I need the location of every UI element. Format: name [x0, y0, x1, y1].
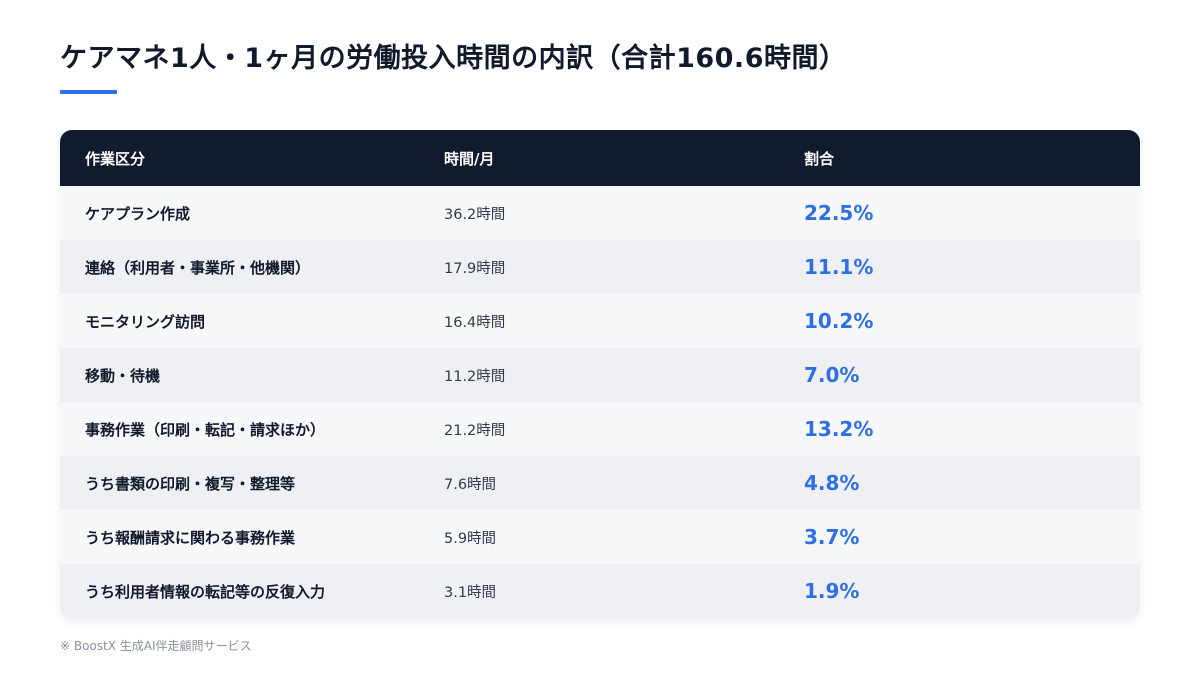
row-hours: 16.4時間	[444, 314, 506, 331]
table-row: 事務作業（印刷・転記・請求ほか） 21.2時間 13.2%	[60, 402, 1140, 456]
row-share: 22.5%	[804, 201, 874, 225]
row-hours: 17.9時間	[444, 260, 506, 277]
row-category: 事務作業（印刷・転記・請求ほか）	[85, 420, 326, 439]
row-share: 13.2%	[804, 417, 874, 441]
row-share: 3.7%	[804, 525, 860, 549]
table-row: うち報酬請求に関わる事務作業 5.9時間 3.7%	[60, 510, 1140, 564]
row-share: 10.2%	[804, 309, 874, 333]
table-row: モニタリング訪問 16.4時間 10.2%	[60, 294, 1140, 348]
row-category: うち利用者情報の転記等の反復入力	[85, 582, 326, 601]
header-share: 割合	[804, 149, 835, 168]
table-row: ケアプラン作成 36.2時間 22.5%	[60, 186, 1140, 240]
breakdown-table: 作業区分 時間/月 割合 ケアプラン作成 36.2時間 22.5% 連絡（利用者…	[60, 130, 1140, 618]
row-hours: 36.2時間	[444, 206, 506, 223]
row-share: 1.9%	[804, 579, 860, 603]
table-header: 作業区分 時間/月 割合	[60, 130, 1140, 186]
row-category: うち書類の印刷・複写・整理等	[85, 474, 296, 493]
row-hours: 3.1時間	[444, 584, 497, 601]
title-accent-bar	[60, 90, 117, 94]
row-hours: 5.9時間	[444, 530, 497, 547]
row-hours: 21.2時間	[444, 422, 506, 439]
row-category: 連絡（利用者・事業所・他機関）	[85, 258, 311, 277]
table-row: うち書類の印刷・複写・整理等 7.6時間 4.8%	[60, 456, 1140, 510]
row-hours: 11.2時間	[444, 368, 506, 385]
table-row: 連絡（利用者・事業所・他機関） 17.9時間 11.1%	[60, 240, 1140, 294]
header-category: 作業区分	[85, 149, 146, 168]
row-share: 7.0%	[804, 363, 860, 387]
header-hours: 時間/月	[444, 149, 495, 168]
row-hours: 7.6時間	[444, 476, 497, 493]
row-category: ケアプラン作成	[85, 204, 191, 223]
row-share: 11.1%	[804, 255, 874, 279]
row-category: うち報酬請求に関わる事務作業	[85, 528, 296, 547]
table-row: うち利用者情報の転記等の反復入力 3.1時間 1.9%	[60, 564, 1140, 618]
row-category: モニタリング訪問	[85, 312, 206, 331]
footnote: ※ BoostX 生成AI伴走顧問サービス	[60, 639, 252, 653]
table-row: 移動・待機 11.2時間 7.0%	[60, 348, 1140, 402]
page-title: ケアマネ1人・1ヶ月の労働投入時間の内訳（合計160.6時間）	[60, 43, 847, 74]
row-share: 4.8%	[804, 471, 860, 495]
row-category: 移動・待機	[85, 366, 161, 385]
